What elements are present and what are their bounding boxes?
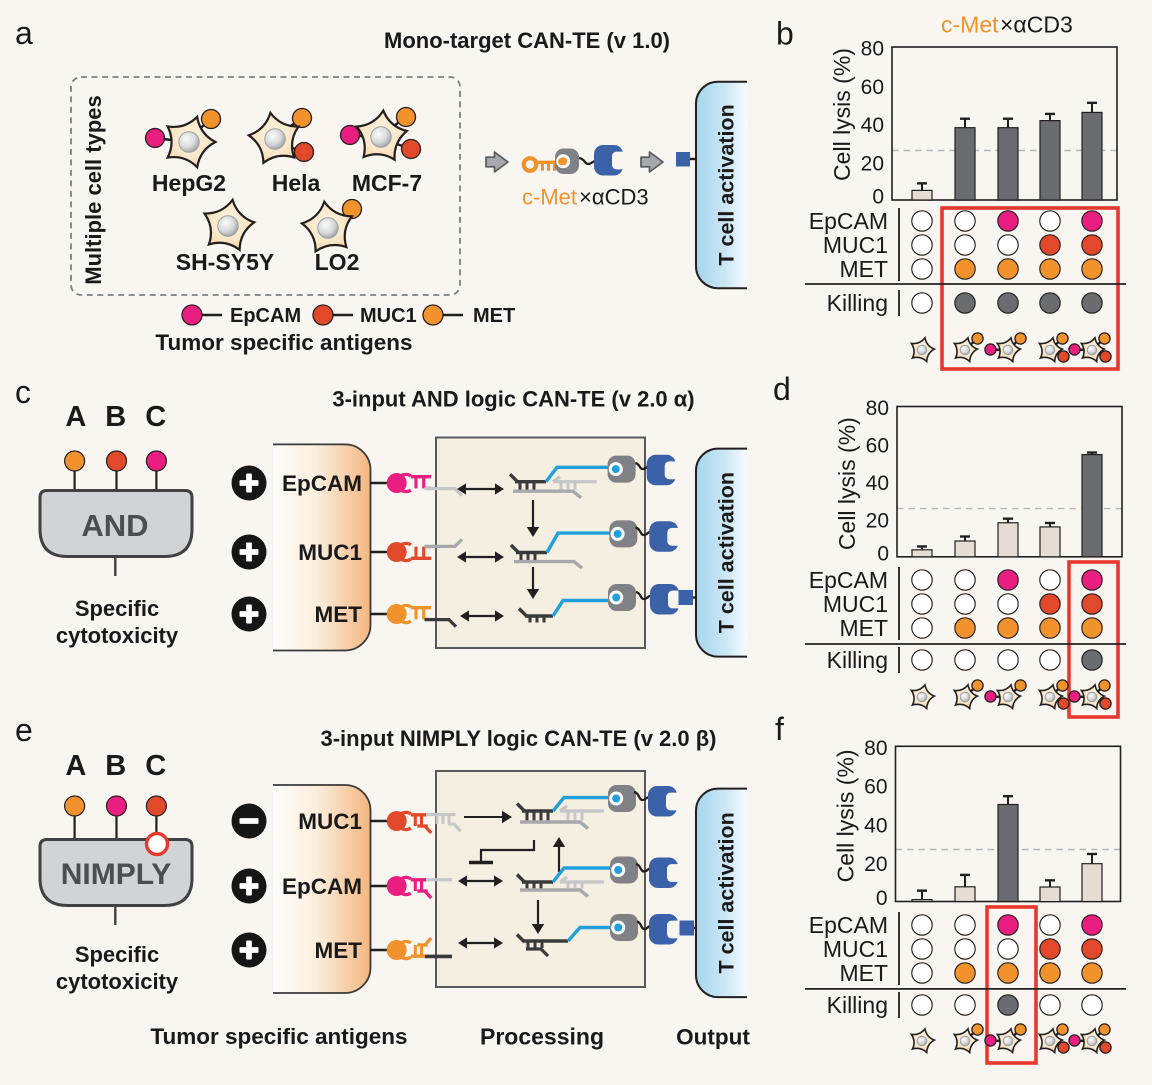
svg-text:EpCAM: EpCAM [282,874,362,899]
svg-text:20: 20 [866,510,889,533]
svg-text:Specific: Specific [75,942,159,967]
svg-text:B: B [105,750,126,782]
svg-text:MET: MET [315,938,363,963]
svg-text:T cell activation: T cell activation [715,812,739,973]
svg-text:MUC1: MUC1 [823,936,888,962]
svg-text:3-input AND logic CAN-TE (v 2.: 3-input AND logic CAN-TE (v 2.0 α) [332,387,694,412]
svg-text:20: 20 [864,853,887,876]
svg-text:Specific: Specific [75,596,159,621]
svg-text:EpCAM: EpCAM [282,471,362,496]
svg-text:MUC1: MUC1 [360,305,417,327]
svg-text:Cell lysis (%): Cell lysis (%) [833,749,859,882]
svg-text:80: 80 [864,737,887,760]
svg-text:MCF-7: MCF-7 [352,170,422,196]
svg-text:EpCAM: EpCAM [809,567,888,593]
svg-text:Cell lysis (%): Cell lysis (%) [829,48,855,181]
svg-text:20: 20 [861,152,884,175]
svg-text:Killing: Killing [827,647,888,673]
svg-text:0: 0 [877,542,889,565]
svg-text:×αCD3: ×αCD3 [579,185,649,210]
svg-text:HepG2: HepG2 [152,170,226,196]
svg-text:A: A [65,750,86,782]
svg-text:Tumor specific antigens: Tumor specific antigens [155,330,412,355]
svg-text:cytotoxicity: cytotoxicity [56,969,179,994]
svg-text:Output: Output [676,1025,750,1050]
svg-text:cytotoxicity: cytotoxicity [56,623,179,648]
svg-text:c-Met: c-Met [941,12,999,38]
svg-text:MET: MET [839,960,888,986]
svg-text:0: 0 [872,186,884,209]
svg-text:MUC1: MUC1 [298,809,362,834]
svg-text:b: b [776,16,794,52]
svg-text:f: f [775,711,784,747]
svg-text:MUC1: MUC1 [823,232,888,258]
svg-text:MET: MET [315,602,363,627]
svg-text:MET: MET [839,256,888,282]
svg-text:c-Met: c-Met [522,185,577,210]
svg-text:40: 40 [861,114,884,137]
svg-text:a: a [15,15,33,51]
svg-text:40: 40 [866,472,889,495]
svg-text:0: 0 [876,887,888,910]
svg-text:EpCAM: EpCAM [230,305,301,327]
svg-text:Tumor specific antigens: Tumor specific antigens [150,1024,407,1049]
svg-text:60: 60 [866,435,889,458]
svg-text:T cell activation: T cell activation [715,104,739,265]
svg-text:EpCAM: EpCAM [809,912,888,938]
svg-text:EpCAM: EpCAM [809,208,888,234]
svg-text:Killing: Killing [827,290,888,316]
svg-text:80: 80 [866,397,889,420]
svg-text:Killing: Killing [827,992,888,1018]
svg-text:Multiple cell types: Multiple cell types [81,95,106,285]
svg-text:Hela: Hela [272,170,321,196]
svg-text:C: C [145,750,166,782]
svg-text:40: 40 [864,814,887,837]
svg-text:×αCD3: ×αCD3 [1000,12,1073,38]
svg-text:SH-SY5Y: SH-SY5Y [176,249,274,275]
svg-text:e: e [15,712,33,748]
svg-text:Processing: Processing [480,1024,604,1050]
svg-text:AND: AND [81,508,148,543]
svg-text:NIMPLY: NIMPLY [61,858,172,891]
svg-text:c: c [15,374,31,410]
svg-text:Mono-target CAN-TE (v 1.0): Mono-target CAN-TE (v 1.0) [384,28,670,53]
svg-text:MET: MET [473,305,515,327]
svg-text:MUC1: MUC1 [298,540,362,565]
svg-text:B: B [105,401,126,433]
svg-text:LO2: LO2 [315,249,360,275]
svg-text:d: d [773,371,791,407]
svg-text:T cell activation: T cell activation [715,472,739,633]
svg-text:MUC1: MUC1 [823,591,888,617]
svg-text:60: 60 [864,776,887,799]
svg-text:3-input NIMPLY logic CAN-TE (v: 3-input NIMPLY logic CAN-TE (v 2.0 β) [320,726,716,751]
svg-text:C: C [145,401,166,433]
svg-text:Cell lysis (%): Cell lysis (%) [834,417,860,550]
svg-text:MET: MET [839,615,888,641]
svg-text:80: 80 [861,38,884,61]
svg-text:60: 60 [861,76,884,99]
svg-text:A: A [65,401,86,433]
